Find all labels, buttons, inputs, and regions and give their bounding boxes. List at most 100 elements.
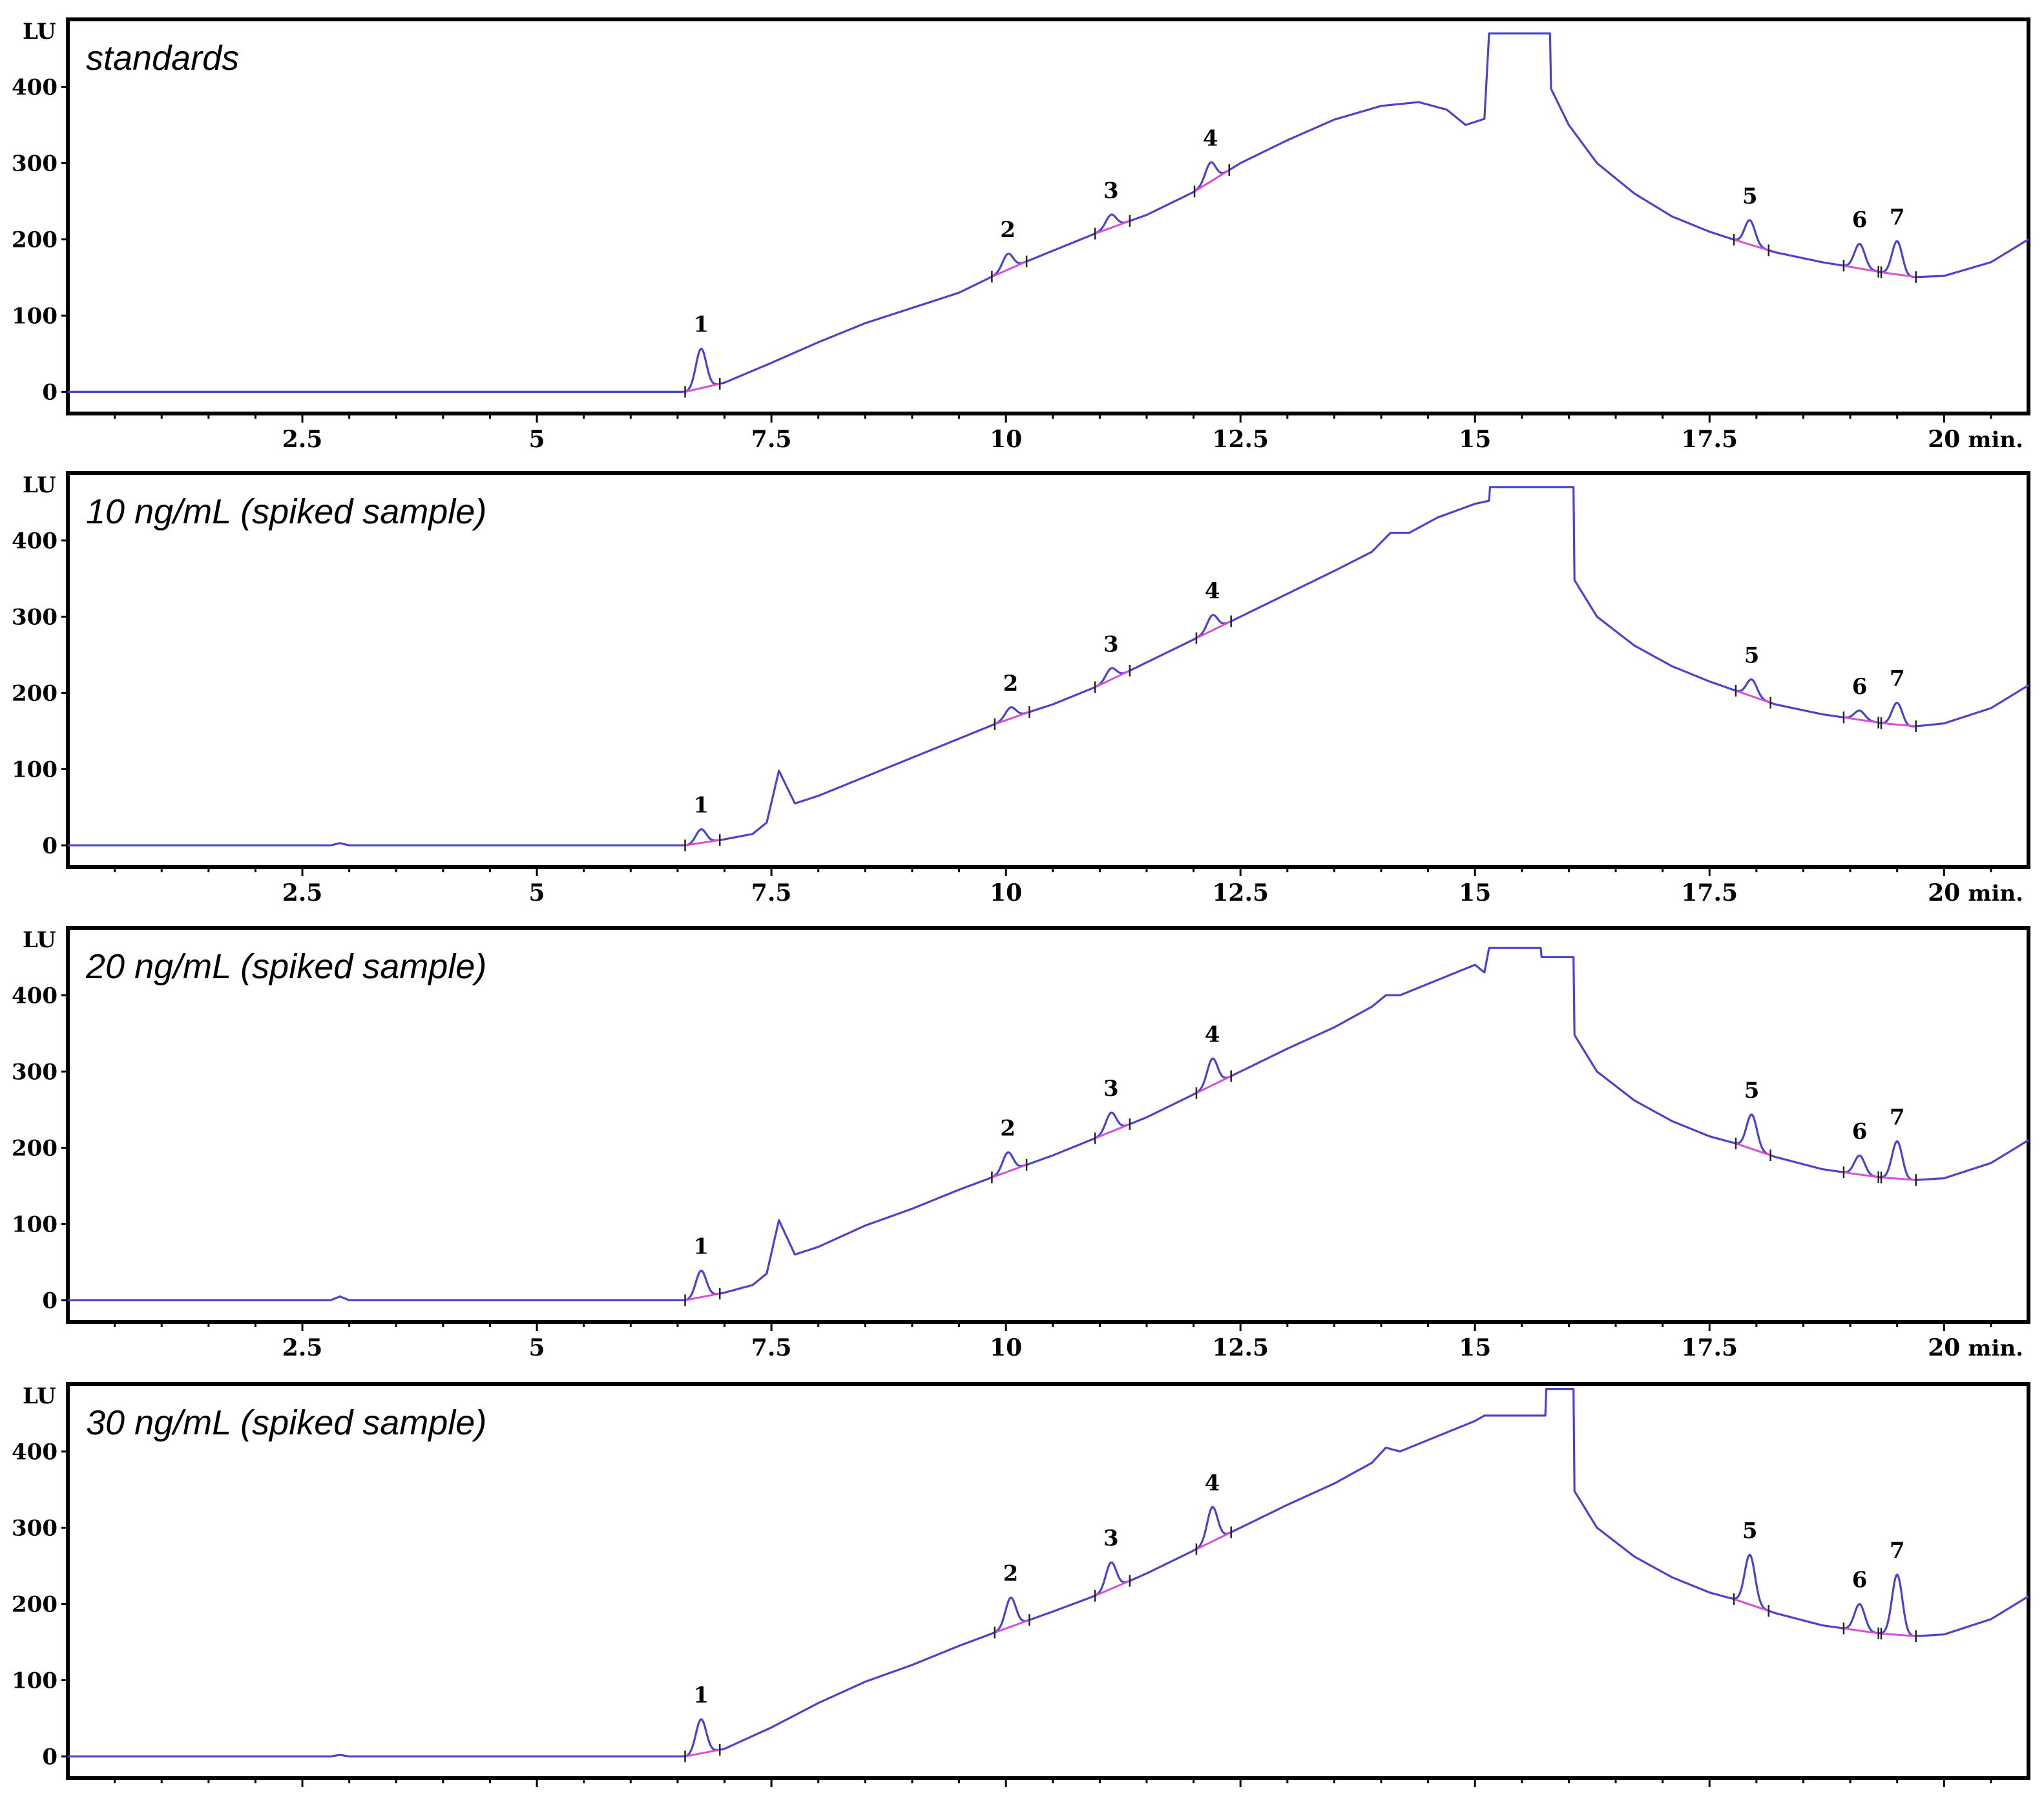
peak-label: 4: [1205, 1022, 1220, 1047]
plot-frame: [66, 17, 2030, 415]
peak-label: 3: [1103, 1526, 1119, 1551]
x-tick-label: 12.5: [1212, 879, 1269, 907]
peak-label: 5: [1744, 643, 1760, 669]
x-tick-label: 15: [1459, 426, 1491, 453]
integration-baseline: [1094, 1123, 1131, 1140]
x-tick-label: 15: [1459, 1790, 1491, 1793]
x-tick-label: 5: [529, 1790, 545, 1793]
peak-label: 1: [693, 312, 709, 338]
panel-title: 20 ng/mL (spiked sample): [85, 947, 486, 986]
peak-label: 1: [693, 1683, 709, 1708]
plot-frame: [66, 471, 2030, 869]
x-tick-label: 10: [990, 879, 1022, 907]
x-tick-label: 10: [990, 1334, 1022, 1361]
x-axis-unit: min.: [1968, 1336, 2023, 1361]
peak-label: 7: [1890, 1104, 1905, 1130]
peak-label: 6: [1852, 1568, 1868, 1593]
peak-label: 6: [1852, 1118, 1868, 1144]
x-tick-label: 12.5: [1212, 1334, 1269, 1361]
y-tick-label: 100: [12, 303, 57, 329]
peak-label: 2: [1000, 1116, 1016, 1142]
integration-baseline: [994, 1619, 1030, 1634]
peak-label: 2: [1000, 217, 1016, 243]
y-tick-label: 400: [12, 983, 57, 1009]
integration-baseline: [991, 1164, 1027, 1179]
peak-label: 7: [1890, 204, 1905, 230]
integration-baseline: [685, 1748, 720, 1757]
peak-label: 2: [1003, 1561, 1019, 1587]
y-tick-label: 200: [12, 227, 57, 253]
signal-trace: [67, 486, 2029, 846]
peak-label: 5: [1742, 1518, 1758, 1544]
panel-title: 30 ng/mL (spiked sample): [86, 1403, 486, 1442]
x-tick-label: 17.5: [1681, 1790, 1738, 1793]
peak-label: 5: [1744, 1078, 1760, 1104]
y-axis-unit: LU: [23, 927, 56, 953]
x-axis-unit: min.: [1968, 1792, 2023, 1793]
integration-baseline: [685, 1292, 720, 1301]
x-tick-label: 2.5: [282, 1790, 323, 1793]
peak-label: 2: [1003, 671, 1019, 697]
integration-baseline: [1735, 1142, 1771, 1157]
x-tick-label: 7.5: [751, 1334, 792, 1361]
y-tick-label: 200: [12, 680, 57, 706]
y-tick-label: 400: [12, 1439, 57, 1465]
y-tick-label: 300: [12, 604, 57, 630]
integration-baseline: [1196, 620, 1232, 640]
peak-label: 7: [1890, 666, 1905, 692]
integration-baseline: [1196, 1531, 1232, 1551]
integration-baseline: [991, 260, 1027, 278]
x-tick-label: 10: [990, 426, 1022, 453]
x-tick-label: 5: [529, 879, 545, 907]
integration-baseline: [1733, 1598, 1769, 1612]
y-tick-label: 200: [12, 1591, 57, 1617]
integration-baseline: [1094, 1580, 1131, 1597]
x-tick-label: 5: [529, 1334, 545, 1361]
x-tick-label: 2.5: [282, 1334, 323, 1361]
integration-baseline: [1843, 1627, 1879, 1635]
y-tick-label: 100: [12, 757, 57, 782]
y-tick-label: 400: [12, 74, 57, 100]
x-tick-label: 20: [1928, 1790, 1960, 1793]
y-tick-label: 200: [12, 1135, 57, 1161]
plot-frame: [66, 1382, 2030, 1780]
integration-baseline: [1881, 722, 1916, 728]
signal-trace: [67, 32, 2029, 393]
peak-label: 4: [1205, 1471, 1220, 1496]
integration-baseline: [1196, 1075, 1232, 1095]
y-tick-label: 300: [12, 1059, 57, 1085]
signal-trace: [67, 947, 2029, 1301]
y-tick-label: 100: [12, 1211, 57, 1237]
integration-baseline: [1881, 1176, 1916, 1181]
x-tick-label: 7.5: [751, 879, 792, 907]
x-tick-label: 5: [529, 426, 545, 453]
integration-baseline: [685, 383, 720, 393]
integration-baseline: [1733, 238, 1769, 251]
x-tick-label: 10: [990, 1790, 1022, 1793]
x-tick-label: 15: [1459, 1334, 1491, 1361]
x-tick-label: 2.5: [282, 426, 323, 453]
integration-baseline: [1094, 669, 1131, 688]
integration-baseline: [685, 839, 720, 846]
panel-title: standards: [86, 39, 239, 78]
panel-title: 10 ng/mL (spiked sample): [86, 492, 486, 531]
peak-label: 4: [1203, 126, 1218, 152]
peak-label: 1: [693, 1234, 709, 1260]
y-tick-label: 0: [42, 1744, 57, 1770]
peak-label: 4: [1205, 578, 1220, 604]
integration-baseline: [994, 711, 1030, 726]
y-tick-label: 100: [12, 1668, 57, 1693]
y-tick-label: 0: [42, 1288, 57, 1314]
y-tick-label: 400: [12, 528, 57, 554]
y-tick-label: 0: [42, 833, 57, 859]
x-tick-label: 7.5: [751, 426, 792, 453]
integration-baseline: [1194, 169, 1230, 193]
x-axis-unit: min.: [1968, 881, 2023, 907]
x-tick-label: 20: [1928, 426, 1960, 453]
integration-baseline: [1843, 264, 1879, 273]
plot-frame: [66, 926, 2030, 1324]
x-tick-label: 17.5: [1681, 1334, 1738, 1361]
